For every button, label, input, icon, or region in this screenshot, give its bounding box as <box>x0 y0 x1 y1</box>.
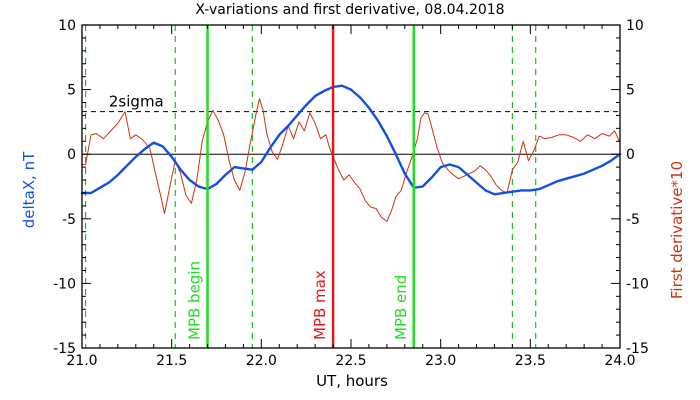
series-deltax-line <box>80 84 622 196</box>
x-axis-label: UT, hours <box>316 372 388 390</box>
y-tick-label-left: 10 <box>58 18 76 34</box>
plot-area: 2sigma MPB begin MPB max MPB end <box>80 25 622 348</box>
marker-label-mpb-max: MPB max <box>311 270 329 340</box>
marker-label-mpb-begin: MPB begin <box>186 261 204 340</box>
y-tick-label-right: 5 <box>626 83 635 99</box>
y-tick-label-left: 5 <box>67 83 76 99</box>
x-tick-label: 21.5 <box>156 353 187 369</box>
axis-ticks: 21.0 21.5 22.0 22.5 23.0 23.5 24.0 10 10 5 5 0 0 -5 -5… <box>53 18 649 369</box>
y-axis-label-left: deltaX, nT <box>20 151 38 228</box>
x-tick-label: 24.0 <box>604 353 635 369</box>
y-tick-label-right: 0 <box>626 147 635 163</box>
x-tick-label: 21.0 <box>66 353 97 369</box>
y-tick-label-left: 0 <box>67 147 76 163</box>
y-tick-label-right: -5 <box>626 212 640 228</box>
x-tick-label: 22.5 <box>335 353 366 369</box>
y-tick-label-left: -10 <box>53 276 76 292</box>
threshold-label: 2sigma <box>109 93 164 111</box>
x-tick-label: 23.5 <box>515 353 546 369</box>
y-tick-label-left: -5 <box>62 212 76 228</box>
y-tick-label-right: -10 <box>626 276 649 292</box>
x-tick-label: 22.0 <box>246 353 277 369</box>
plot-frame <box>81 24 621 349</box>
y-tick-label-right: -15 <box>626 341 649 357</box>
y-axis-label-right: First derivative*10 <box>668 161 686 299</box>
y-tick-label-left: -15 <box>53 341 76 357</box>
marker-label-mpb-end: MPB end <box>392 275 410 340</box>
series-derivative-line <box>81 98 621 222</box>
chart-title: X-variations and first derivative, 08.04… <box>195 2 504 18</box>
x-tick-label: 23.0 <box>425 353 456 369</box>
y-tick-label-right: 10 <box>626 18 644 34</box>
